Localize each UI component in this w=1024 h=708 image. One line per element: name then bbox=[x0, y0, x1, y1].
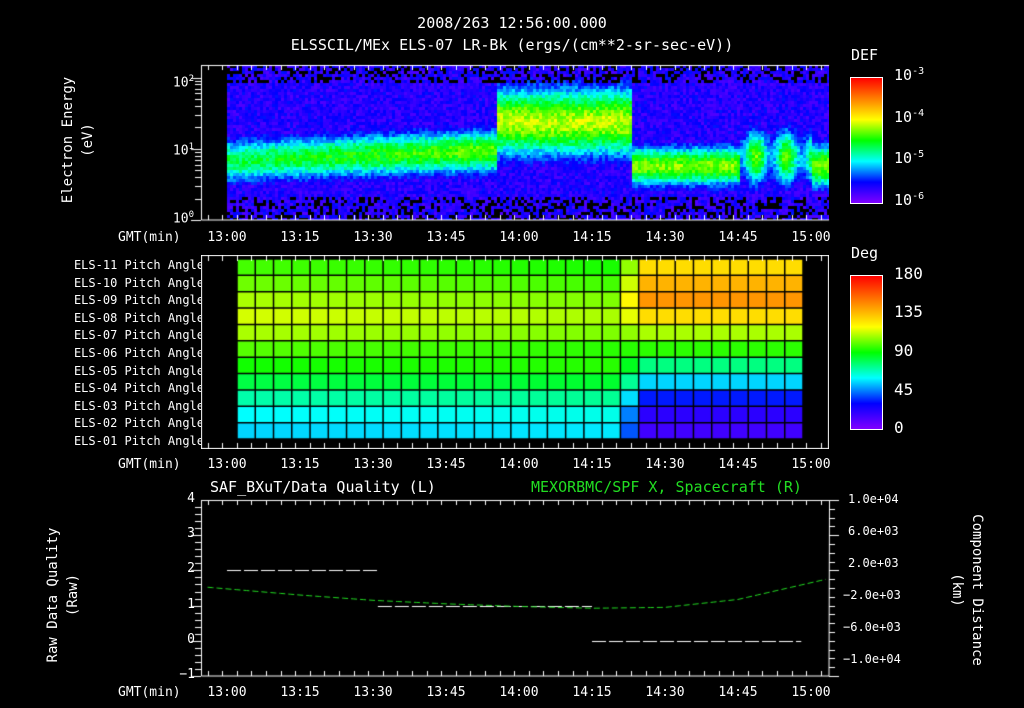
deg-colorbar-tick: 90 bbox=[894, 341, 914, 360]
pitch-row-label: ELS-09 Pitch Angle bbox=[73, 293, 204, 308]
lineplot-xaxis-label: GMT(min) bbox=[118, 685, 181, 700]
xtick-label: 14:30 bbox=[645, 685, 685, 700]
def-colorbar-tick: 10-3 bbox=[894, 66, 925, 84]
data-quality-line-plot bbox=[180, 490, 880, 690]
xtick-label: 14:00 bbox=[499, 457, 539, 472]
xtick-label: 15:00 bbox=[791, 230, 831, 245]
xtick-label: 13:15 bbox=[280, 685, 320, 700]
deg-colorbar-title: Deg bbox=[851, 244, 879, 262]
deg-colorbar-tick: 0 bbox=[894, 418, 904, 437]
xtick-label: 14:30 bbox=[645, 457, 685, 472]
xtick-label: 13:00 bbox=[207, 230, 247, 245]
deg-colorbar-tick: 45 bbox=[894, 380, 914, 399]
plot-timestamp: 2008/263 12:56:00.000 bbox=[417, 14, 607, 32]
pitch-row-label: ELS-11 Pitch Angle bbox=[73, 258, 204, 272]
def-colorbar bbox=[850, 77, 883, 204]
xtick-label: 13:15 bbox=[280, 230, 320, 245]
xtick-label: 13:45 bbox=[426, 457, 466, 472]
left-ylabel: Raw Data Quality bbox=[45, 527, 61, 663]
xtick-label: 13:30 bbox=[353, 457, 393, 472]
pitch-xaxis-label: GMT(min) bbox=[118, 457, 181, 472]
xtick-label: 13:30 bbox=[353, 685, 393, 700]
xtick-label: 13:45 bbox=[426, 230, 466, 245]
xtick-label: 14:00 bbox=[499, 230, 539, 245]
pitch-angle-heatmap bbox=[201, 255, 829, 449]
xtick-label: 13:45 bbox=[426, 685, 466, 700]
xtick-label: 15:00 bbox=[791, 457, 831, 472]
xtick-label: 13:15 bbox=[280, 457, 320, 472]
pitch-row-label: ELS-04 Pitch Angle bbox=[73, 381, 204, 396]
xtick-label: 14:00 bbox=[499, 685, 539, 700]
xtick-label: 14:15 bbox=[572, 457, 612, 472]
def-colorbar-tick: 10-4 bbox=[894, 108, 925, 126]
pitch-row-label: ELS-06 Pitch Angle bbox=[73, 346, 204, 360]
pitch-row-label: ELS-02 Pitch Angle bbox=[73, 416, 204, 431]
xtick-label: 14:30 bbox=[645, 230, 685, 245]
def-colorbar-tick: 10-6 bbox=[894, 191, 925, 209]
right-ylabel: Component Distance bbox=[969, 514, 985, 666]
xtick-label: 14:45 bbox=[718, 457, 758, 472]
pitch-row-label: ELS-05 Pitch Angle bbox=[73, 363, 204, 378]
spectrogram-ylabel-unit: (eV) bbox=[80, 123, 96, 157]
pitch-row-label: ELS-07 Pitch Angle bbox=[73, 328, 204, 343]
spectrogram-ylabel: Electron Energy bbox=[60, 76, 76, 204]
spectrogram-title: ELSSCIL/MEx ELS-07 LR-Bk (ergs/(cm**2-sr… bbox=[290, 36, 734, 54]
def-colorbar-title: DEF bbox=[851, 46, 879, 64]
pitch-row-label: ELS-08 Pitch Angle bbox=[73, 310, 204, 325]
xtick-label: 15:00 bbox=[791, 685, 831, 700]
pitch-row-label: ELS-03 Pitch Angle bbox=[73, 398, 204, 413]
xtick-label: 13:00 bbox=[207, 457, 247, 472]
deg-colorbar-tick: 135 bbox=[894, 302, 923, 321]
xtick-label: 14:45 bbox=[718, 685, 758, 700]
right-ylabel-unit: (km) bbox=[949, 573, 965, 607]
spectrogram-xaxis-label: GMT(min) bbox=[118, 230, 181, 245]
xtick-label: 14:45 bbox=[718, 230, 758, 245]
spectrogram-axes bbox=[180, 60, 880, 230]
deg-colorbar-tick: 180 bbox=[894, 264, 923, 283]
deg-colorbar bbox=[850, 275, 883, 430]
left-ylabel-unit: (Raw) bbox=[65, 573, 81, 617]
pitch-row-label: ELS-01 Pitch Angle bbox=[73, 434, 204, 448]
xtick-label: 13:00 bbox=[207, 685, 247, 700]
xtick-label: 14:15 bbox=[572, 230, 612, 245]
xtick-label: 14:15 bbox=[572, 685, 612, 700]
xtick-label: 13:30 bbox=[353, 230, 393, 245]
pitch-row-label: ELS-10 Pitch Angle bbox=[73, 275, 204, 290]
def-colorbar-tick: 10-5 bbox=[894, 149, 925, 167]
